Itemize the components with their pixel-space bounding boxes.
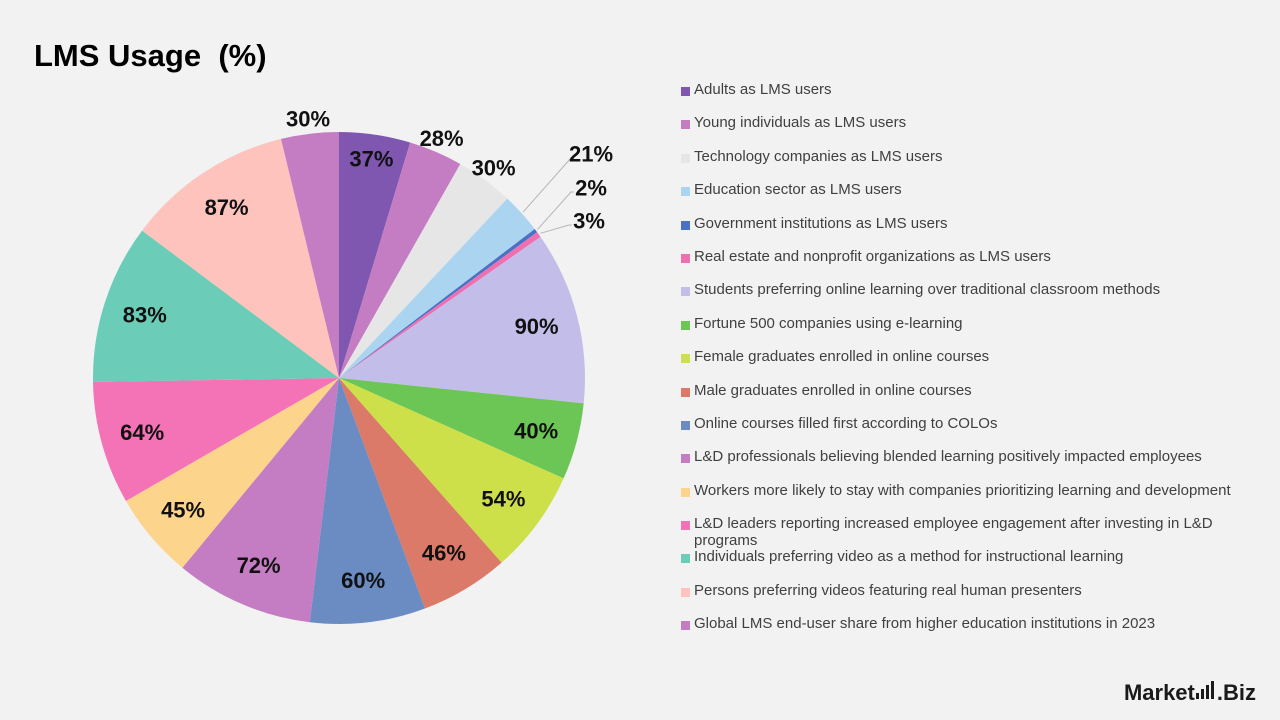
- data-label-persons-preferring-videos-featuring-real-human-presenters: 87%: [205, 195, 249, 220]
- legend-swatch: [681, 354, 690, 364]
- data-label-real-estate-and-nonprofit-organizations-as-lms-users: 3%: [573, 209, 605, 234]
- pie-slice-students-preferring-online-learning-over-traditional-classroom-methods: [339, 236, 585, 404]
- legend-item-workers-more-likely-to-stay-with-companies-prioritizing-learning-and-development: Workers more likely to stay with compani…: [681, 481, 1241, 514]
- pie-slice-technology-companies-as-lms-users: [339, 163, 508, 378]
- pie-slice-male-graduates-enrolled-in-online-courses: [339, 378, 502, 609]
- legend-label: Fortune 500 companies using e-learning: [694, 314, 963, 332]
- pie-slice-adults-as-lms-users: [339, 132, 411, 378]
- legend-item-technology-companies-as-lms-users: Technology companies as LMS users: [681, 147, 1241, 180]
- leader-line-education-sector-as-lms-users: [522, 157, 574, 213]
- legend-swatch: [681, 187, 690, 197]
- legend-item-male-graduates-enrolled-in-online-courses: Male graduates enrolled in online course…: [681, 381, 1241, 414]
- logo-text-market: Market: [1123, 680, 1195, 705]
- legend-swatch: [681, 487, 690, 497]
- data-label-online-courses-filled-first-according-to-colos: 60%: [341, 568, 385, 593]
- pie-slice-online-courses-filled-first-according-to-colos: [309, 378, 425, 624]
- legend-item-government-institutions-as-lms-users: Government institutions as LMS users: [681, 214, 1241, 247]
- data-label-landd-professionals-believing-blended-learning-positively-impacted-employees: 72%: [237, 553, 281, 578]
- legend-label: Students preferring online learning over…: [694, 281, 1161, 299]
- legend-swatch: [681, 253, 690, 263]
- legend-label: L&D professionals believing blended lear…: [694, 448, 1202, 466]
- legend-label: L&D leaders reporting increased employee…: [694, 515, 1213, 550]
- legend-label: Real estate and nonprofit organizations …: [694, 247, 1051, 265]
- legend-item-landd-professionals-believing-blended-learning-positively-impacted-employees: L&D professionals believing blended lear…: [681, 447, 1241, 480]
- pie-slice-fortune-500-companies-using-e-learning: [339, 378, 584, 479]
- legend-swatch: [681, 287, 690, 297]
- legend-swatch: [681, 387, 690, 397]
- legend-label: Technology companies as LMS users: [694, 147, 943, 165]
- legend-label: Individuals preferring video as a method…: [694, 548, 1124, 566]
- legend-swatch: [681, 320, 690, 330]
- data-label-students-preferring-online-learning-over-traditional-classroom-methods: 90%: [515, 314, 559, 339]
- legend-item-adults-as-lms-users: Adults as LMS users: [681, 80, 1241, 113]
- pie-chart: 37% 28% 30% 21% 2% 3% 90% 40% 54% 46% 60% 72% 45% 64%…: [92, 107, 613, 624]
- legend-label: Workers more likely to stay with compani…: [694, 481, 1231, 499]
- bars-icon: [1195, 681, 1216, 699]
- pie-slices: [92, 132, 585, 624]
- legend-label: Male graduates enrolled in online course…: [694, 381, 972, 399]
- legend-swatch: [681, 120, 690, 130]
- pie-slice-landd-leaders-reporting-increased-employee-engagement-after-investing-in-landd-programs: [93, 378, 339, 501]
- chart-title: LMS Usage (%): [34, 38, 267, 73]
- legend-item-individuals-preferring-video-as-a-method-for-instructional-learning: Individuals preferring video as a method…: [681, 547, 1241, 580]
- legend-item-persons-preferring-videos-featuring-real-human-presenters: Persons preferring videos featuring real…: [681, 581, 1241, 614]
- legend-label: Government institutions as LMS users: [694, 214, 948, 232]
- data-label-workers-more-likely-to-stay-with-companies-prioritizing-learning-and-development: 45%: [161, 497, 205, 522]
- legend-item-education-sector-as-lms-users: Education sector as LMS users: [681, 180, 1241, 213]
- data-label-individuals-preferring-video-as-a-method-for-instructional-learning: 83%: [123, 303, 167, 328]
- data-label-female-graduates-enrolled-in-online-courses: 54%: [481, 487, 525, 512]
- legend-item-global-lms-end-user-share-from-higher-education-institutions-in-2023: Global LMS end-user share from higher ed…: [681, 614, 1241, 647]
- legend-item-fortune-500-companies-using-e-learning: Fortune 500 companies using e-learning: [681, 314, 1241, 347]
- pie-slice-workers-more-likely-to-stay-with-companies-prioritizing-learning-and-development: [125, 378, 340, 568]
- pie-slice-persons-preferring-videos-featuring-real-human-presenters: [142, 138, 339, 378]
- legend-item-students-preferring-online-learning-over-traditional-classroom-methods: Students preferring online learning over…: [681, 280, 1241, 313]
- leader-lines: [522, 157, 574, 234]
- pie-slice-government-institutions-as-lms-users: [339, 229, 538, 378]
- pie-slice-real-estate-and-nonprofit-organizations-as-lms-users: [339, 232, 541, 378]
- pie-slice-education-sector-as-lms-users: [339, 198, 535, 378]
- legend-label: Persons preferring videos featuring real…: [694, 581, 1082, 599]
- data-label-young-individuals-as-lms-users: 28%: [420, 126, 464, 151]
- legend-swatch: [681, 220, 690, 230]
- data-label-government-institutions-as-lms-users: 2%: [575, 176, 607, 201]
- data-label-fortune-500-companies-using-e-learning: 40%: [514, 418, 558, 443]
- data-labels: 37% 28% 30% 21% 2% 3% 90% 40% 54% 46% 60% 72% 45% 64%…: [120, 107, 613, 594]
- data-label-global-lms-end-user-share-from-higher-education-institutions-in-2023: 30%: [286, 107, 330, 132]
- legend-swatch: [681, 521, 690, 531]
- legend-swatch: [681, 87, 690, 96]
- data-label-male-graduates-enrolled-in-online-courses: 46%: [422, 541, 466, 566]
- legend-swatch: [681, 554, 690, 564]
- legend-swatch: [681, 153, 690, 163]
- data-label-education-sector-as-lms-users: 21%: [569, 142, 613, 167]
- pie-slice-individuals-preferring-video-as-a-method-for-instructional-learning: [92, 230, 339, 382]
- legend-label: Online courses filled first according to…: [694, 414, 998, 432]
- legend-swatch: [681, 621, 690, 631]
- legend-item-female-graduates-enrolled-in-online-courses: Female graduates enrolled in online cour…: [681, 347, 1241, 380]
- legend: Adults as LMS users Young individuals as …: [681, 80, 1241, 648]
- legend-label: Global LMS end-user share from higher ed…: [694, 615, 1156, 633]
- legend-item-real-estate-and-nonprofit-organizations-as-lms-users: Real estate and nonprofit organizations …: [681, 247, 1241, 280]
- leader-line-government-institutions-as-lms-users: [537, 191, 574, 230]
- legend-item-young-individuals-as-lms-users: Young individuals as LMS users: [681, 113, 1241, 146]
- logo-text-biz: Biz: [1223, 680, 1256, 705]
- legend-label: Young individuals as LMS users: [694, 114, 907, 132]
- legend-label: Female graduates enrolled in online cour…: [694, 348, 990, 366]
- data-label-adults-as-lms-users: 37%: [349, 147, 393, 172]
- pie-slice-landd-professionals-believing-blended-learning-positively-impacted-employees: [182, 378, 339, 623]
- data-label-technology-companies-as-lms-users: 30%: [472, 156, 516, 181]
- legend-item-online-courses-filled-first-according-to-colos: Online courses filled first according to…: [681, 414, 1241, 447]
- legend-item-landd-leaders-reporting-increased-employee-engagement-after-investing-in-landd-programs: L&D leaders reporting increased employee…: [681, 514, 1241, 550]
- pie-slice-female-graduates-enrolled-in-online-courses: [339, 378, 564, 563]
- legend-label: Education sector as LMS users: [694, 181, 902, 199]
- legend-swatch: [681, 420, 690, 430]
- legend-swatch: [681, 587, 690, 597]
- legend-swatch: [681, 454, 690, 464]
- pie-slice-global-lms-end-user-share-from-higher-education-institutions-in-2023: [281, 132, 339, 378]
- legend-label: Adults as LMS users: [694, 81, 832, 98]
- leader-line-real-estate-and-nonprofit-organizations-as-lms-users: [540, 224, 572, 234]
- data-label-landd-leaders-reporting-increased-employee-engagement-after-investing-in-landd-programs: 64%: [120, 420, 164, 445]
- pie-slice-young-individuals-as-lms-users: [339, 142, 461, 378]
- brand-logo: Market . Biz: [1123, 680, 1256, 705]
